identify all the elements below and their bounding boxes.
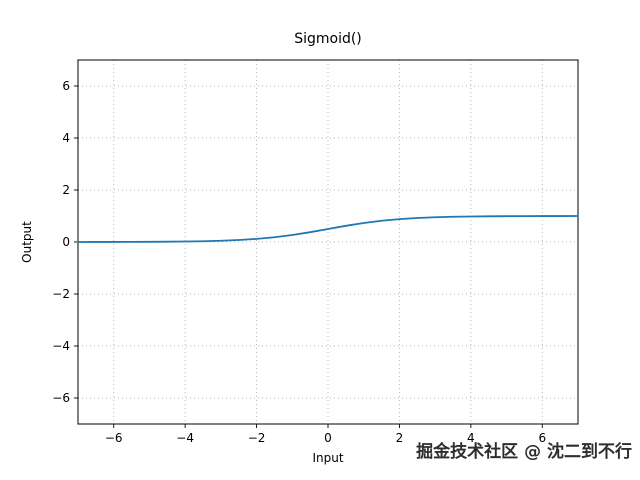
y-tick-label: −2: [52, 287, 70, 301]
x-tick-label: −6: [105, 431, 123, 445]
tick-labels: −6 −4 −2 0 2 4 6 −6 −4 −2 0 2 4 6: [52, 79, 546, 445]
x-tick-label: 0: [324, 431, 332, 445]
x-axis-label: Input: [312, 451, 343, 465]
x-tick-label: −4: [176, 431, 194, 445]
y-tick-label: 4: [62, 131, 70, 145]
y-tick-label: −6: [52, 391, 70, 405]
x-tick-label: 6: [538, 431, 546, 445]
x-tick-label: 2: [396, 431, 404, 445]
grid-lines: [78, 60, 578, 424]
chart-title: Sigmoid(): [294, 31, 362, 47]
y-tick-label: 0: [62, 235, 70, 249]
y-tick-label: −4: [52, 339, 70, 353]
sigmoid-curve-line: [77, 215, 579, 243]
x-tick-label: 4: [467, 431, 475, 445]
y-tick-label: 6: [62, 79, 70, 93]
tick-marks: [74, 85, 543, 428]
watermark: 掘金技术社区 @ 沈二到不行: [416, 441, 632, 462]
x-tick-label: −2: [248, 431, 266, 445]
y-axis-label: Output: [20, 221, 34, 263]
y-tick-label: 2: [62, 183, 70, 197]
